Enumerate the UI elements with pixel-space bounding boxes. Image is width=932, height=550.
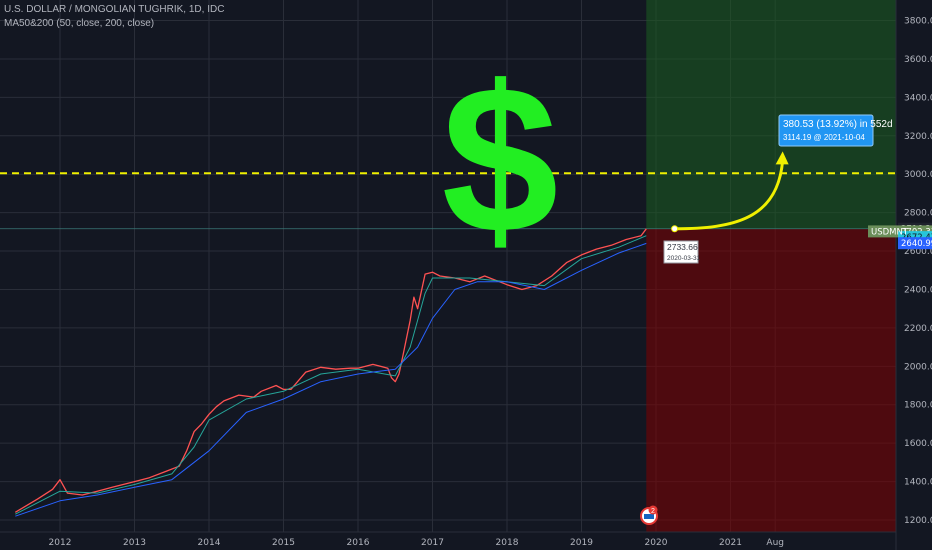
dollar-sign-icon: $	[442, 42, 559, 277]
y-tick-label: 3200.00	[904, 132, 932, 142]
price-axis[interactable]: 1200.00 1400.00 1600.00 1800.00 2000.00 2200.…	[895, 0, 932, 550]
price-tags: 2716.362702.332672.472640.99USDMNT	[868, 222, 932, 250]
x-tick-label: 2021	[719, 538, 742, 548]
y-tick-label: 2000.00	[904, 362, 932, 372]
series-ma200	[15, 242, 647, 517]
tooltip-price: 2733.66	[667, 242, 698, 252]
measure-sub: 3114.19 @ 2021-10-04	[783, 133, 865, 142]
series-ma50	[15, 235, 647, 515]
event-count: 2	[651, 508, 655, 515]
price-axis-bg	[896, 0, 932, 550]
chart-title: U.S. DOLLAR / MONGOLIAN TUGHRIK, 1D, IDC	[4, 4, 225, 15]
x-tick-label: 2018	[496, 538, 519, 548]
y-tick-label: 2200.00	[904, 324, 932, 334]
measure-box[interactable]: 380.53 (13.92%) in 552d 3114.19 @ 2021-10…	[778, 114, 893, 147]
y-tick-label: 1600.00	[904, 439, 932, 449]
x-tick-label: 2016	[347, 538, 370, 548]
x-tick-label: 2015	[272, 538, 295, 548]
symbol-tag: USDMNT	[871, 227, 909, 237]
price-tag-label: 2640.99	[901, 239, 932, 249]
indicator-label: MA50&200 (50, close, 200, close)	[4, 18, 155, 29]
x-tick-label: 2013	[123, 538, 146, 548]
x-tick-label: 2017	[421, 538, 444, 548]
arrow-start-dot	[671, 225, 679, 233]
symbol-tag-bg	[868, 225, 898, 238]
y-tick-label: 3800.00	[904, 17, 932, 27]
series-lines	[14, 228, 647, 517]
y-tick-label: 2600.00	[904, 247, 932, 257]
measure-box-bg	[778, 114, 874, 147]
series-usdmnt	[14, 228, 647, 513]
y-tick-label: 1200.00	[904, 516, 932, 526]
x-tick-label: 2020	[645, 538, 668, 548]
y-tick-label: 1400.00	[904, 478, 932, 488]
measure-main: 380.53 (13.92%) in 552d	[783, 119, 893, 130]
x-tick-label: Aug	[766, 538, 784, 548]
y-tick-label: 3600.00	[904, 55, 932, 65]
y-tick-label: 2400.00	[904, 285, 932, 295]
red-zone	[646, 228, 896, 532]
price-tag-bg	[898, 237, 932, 250]
event-count-bg	[648, 505, 658, 515]
tooltip-bg	[663, 240, 699, 264]
forecast-zones	[0, 0, 896, 532]
annotations	[0, 151, 896, 233]
y-tick-label: 1800.00	[904, 401, 932, 411]
event-flag-stripe	[644, 514, 654, 519]
arrow-head-icon	[775, 151, 789, 165]
y-tick-label: 2800.00	[904, 209, 932, 219]
time-axis[interactable]: 2012 2013 2014 2015 2016 2017 2018 2019 2020 2021…	[0, 531, 896, 548]
y-tick-label: 3000.00	[904, 170, 932, 180]
green-zone	[646, 0, 896, 229]
event-badge[interactable]: 2	[640, 505, 658, 525]
x-tick-label: 2014	[198, 538, 221, 548]
y-tick-label: 3400.00	[904, 93, 932, 103]
tooltip-date: 2020-03-31	[667, 255, 701, 262]
forecast-arrow	[674, 160, 785, 231]
price-tooltip: 2733.66 2020-03-31	[663, 240, 701, 264]
x-tick-label: 2019	[570, 538, 593, 548]
x-tick-label: 2012	[49, 538, 72, 548]
